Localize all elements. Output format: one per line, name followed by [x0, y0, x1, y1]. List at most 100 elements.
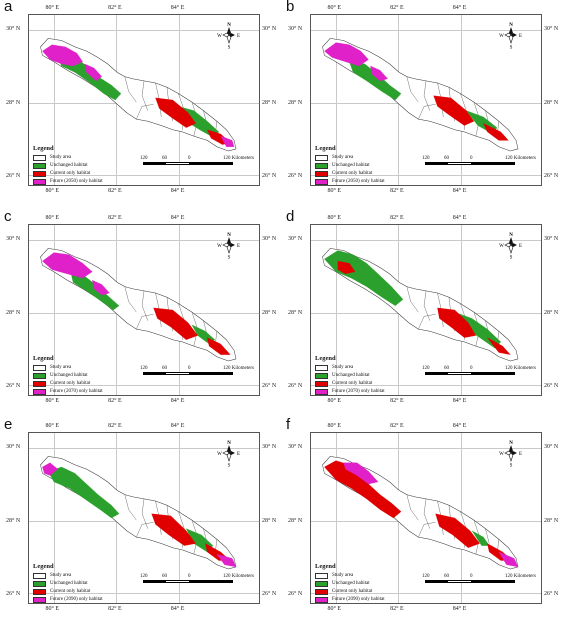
compass-rose-icon: N S W E — [499, 233, 522, 261]
svg-text:N: N — [509, 233, 513, 238]
legend-item-future-only: Future (2090) only habitat — [315, 596, 385, 604]
future-only-habitat — [42, 252, 110, 296]
tick-top-80: 80° E — [45, 5, 60, 11]
svg-text:W: W — [217, 34, 222, 39]
current-only-habitat — [324, 460, 513, 561]
parallel-26 — [311, 384, 541, 386]
tick-bottom-80: 80° E — [45, 188, 60, 194]
legend-item-future-only: Future (2050) only habitat — [33, 178, 103, 186]
legend-swatch-current-only — [33, 589, 46, 595]
tick-left-30: 30° N — [6, 26, 21, 33]
svg-text:W: W — [217, 452, 222, 457]
scale-label-120-left: 120 — [140, 366, 148, 371]
legend-item-future-only: Future (2070) only habitat — [315, 388, 385, 396]
habitat-map — [322, 456, 519, 570]
legend-item-future-only: Future (2090) only habitat — [33, 596, 103, 604]
tick-right-28: 28° N — [262, 310, 277, 317]
tick-top-80: 80° E — [327, 215, 342, 221]
legend-swatch-study-area — [33, 573, 46, 579]
legend-label-future-only: Future (2090) only habitat — [332, 597, 385, 602]
legend: Legend Study area Unchanged habitat Curr… — [315, 145, 385, 186]
tick-bottom-80: 80° E — [327, 606, 342, 612]
tick-top-84: 84° E — [452, 423, 467, 429]
tick-right-30: 30° N — [544, 26, 559, 33]
svg-text:E: E — [237, 244, 240, 249]
tick-left-28: 28° N — [288, 100, 303, 107]
svg-text:N: N — [227, 441, 231, 446]
meridian-80 — [336, 15, 338, 185]
north-arrow: N S W E — [217, 231, 241, 261]
tick-bottom-84: 84° E — [170, 398, 185, 404]
tick-bottom-84: 84° E — [452, 398, 467, 404]
legend-label-unchanged: Unchanged habitat — [332, 373, 370, 378]
north-arrow: N S W E — [217, 439, 241, 469]
legend-item-unchanged: Unchanged habitat — [315, 372, 385, 380]
future-only-patch-2 — [92, 279, 110, 296]
scale-label-120-km: 120 Kilometers — [223, 366, 254, 371]
legend-swatch-study-area — [315, 155, 328, 161]
svg-text:N: N — [227, 233, 231, 238]
legend-label-future-only: Future (2050) only habitat — [50, 179, 103, 184]
legend-label-future-only: Future (2090) only habitat — [50, 597, 103, 602]
future-only-patch-2 — [84, 63, 103, 82]
svg-text:E: E — [237, 34, 240, 39]
scale-label-120-km: 120 Kilometers — [223, 156, 254, 161]
tick-top-84: 84° E — [452, 5, 467, 11]
legend-item-current-only: Current only habitat — [315, 170, 385, 178]
map-frame: N S W E Legend Study area Unchanged habi… — [28, 14, 260, 186]
tick-top-84: 84° E — [452, 215, 467, 221]
legend-label-current-only: Current only habitat — [332, 381, 373, 386]
current-only-patch-1 — [151, 513, 197, 546]
tick-left-28: 28° N — [6, 310, 21, 317]
tick-top-82: 82° E — [108, 215, 122, 221]
scale-label-60: 60 — [444, 366, 449, 371]
tick-right-26: 26° N — [544, 382, 559, 389]
scale-label-0: 0 — [188, 156, 191, 161]
legend-label-current-only: Current only habitat — [50, 171, 91, 176]
current-only-patch-2 — [207, 337, 231, 355]
tick-right-28: 28° N — [262, 518, 277, 525]
svg-text:S: S — [510, 46, 513, 50]
tick-bottom-84: 84° E — [170, 606, 185, 612]
legend-swatch-future-only — [33, 389, 46, 395]
tick-right-28: 28° N — [544, 100, 559, 107]
meridian-80 — [54, 225, 56, 395]
tick-left-30: 30° N — [6, 444, 21, 451]
scale-label-60: 60 — [162, 156, 167, 161]
legend-label-current-only: Current only habitat — [332, 171, 373, 176]
legend-item-current-only: Current only habitat — [33, 380, 103, 388]
legend-label-current-only: Current only habitat — [50, 381, 91, 386]
legend-item-study-area: Study area — [33, 364, 103, 372]
tick-top-84: 84° E — [170, 5, 185, 11]
parallel-26 — [311, 174, 541, 176]
legend-label-study-area: Study area — [332, 155, 354, 160]
current-only-habitat — [153, 307, 231, 355]
legend-item-study-area: Study area — [315, 572, 385, 580]
scale-bar-segments — [425, 162, 515, 165]
tick-left-28: 28° N — [6, 100, 21, 107]
legend-title: Legend — [33, 145, 54, 152]
current-only-patch-2 — [437, 307, 477, 338]
legend-title: Legend — [315, 563, 336, 570]
legend-label-future-only: Future (2050) only habitat — [332, 179, 385, 184]
map-panel-f: f N S — [286, 417, 560, 618]
tick-right-26: 26° N — [544, 590, 559, 597]
legend: Legend Study area Unchanged habitat Curr… — [33, 355, 103, 396]
svg-text:N: N — [227, 23, 231, 28]
tick-left-28: 28° N — [288, 518, 303, 525]
tick-bottom-84: 84° E — [452, 606, 467, 612]
scale-bar: 120 60 0 120 Kilometers — [140, 573, 254, 585]
legend-label-study-area: Study area — [50, 155, 72, 160]
scale-label-120-left: 120 — [422, 574, 430, 579]
legend-swatch-unchanged — [315, 373, 328, 379]
compass-rose-icon: N S W E — [499, 441, 522, 469]
legend-swatch-study-area — [33, 365, 46, 371]
north-arrow: N S W E — [499, 439, 523, 469]
legend-swatch-current-only — [33, 381, 46, 387]
legend-label-study-area: Study area — [332, 365, 354, 370]
legend-item-study-area: Study area — [315, 364, 385, 372]
north-arrow: N S W E — [499, 231, 523, 261]
tick-left-26: 26° N — [288, 382, 303, 389]
legend-label-unchanged: Unchanged habitat — [332, 163, 370, 168]
tick-top-82: 82° E — [108, 423, 122, 429]
